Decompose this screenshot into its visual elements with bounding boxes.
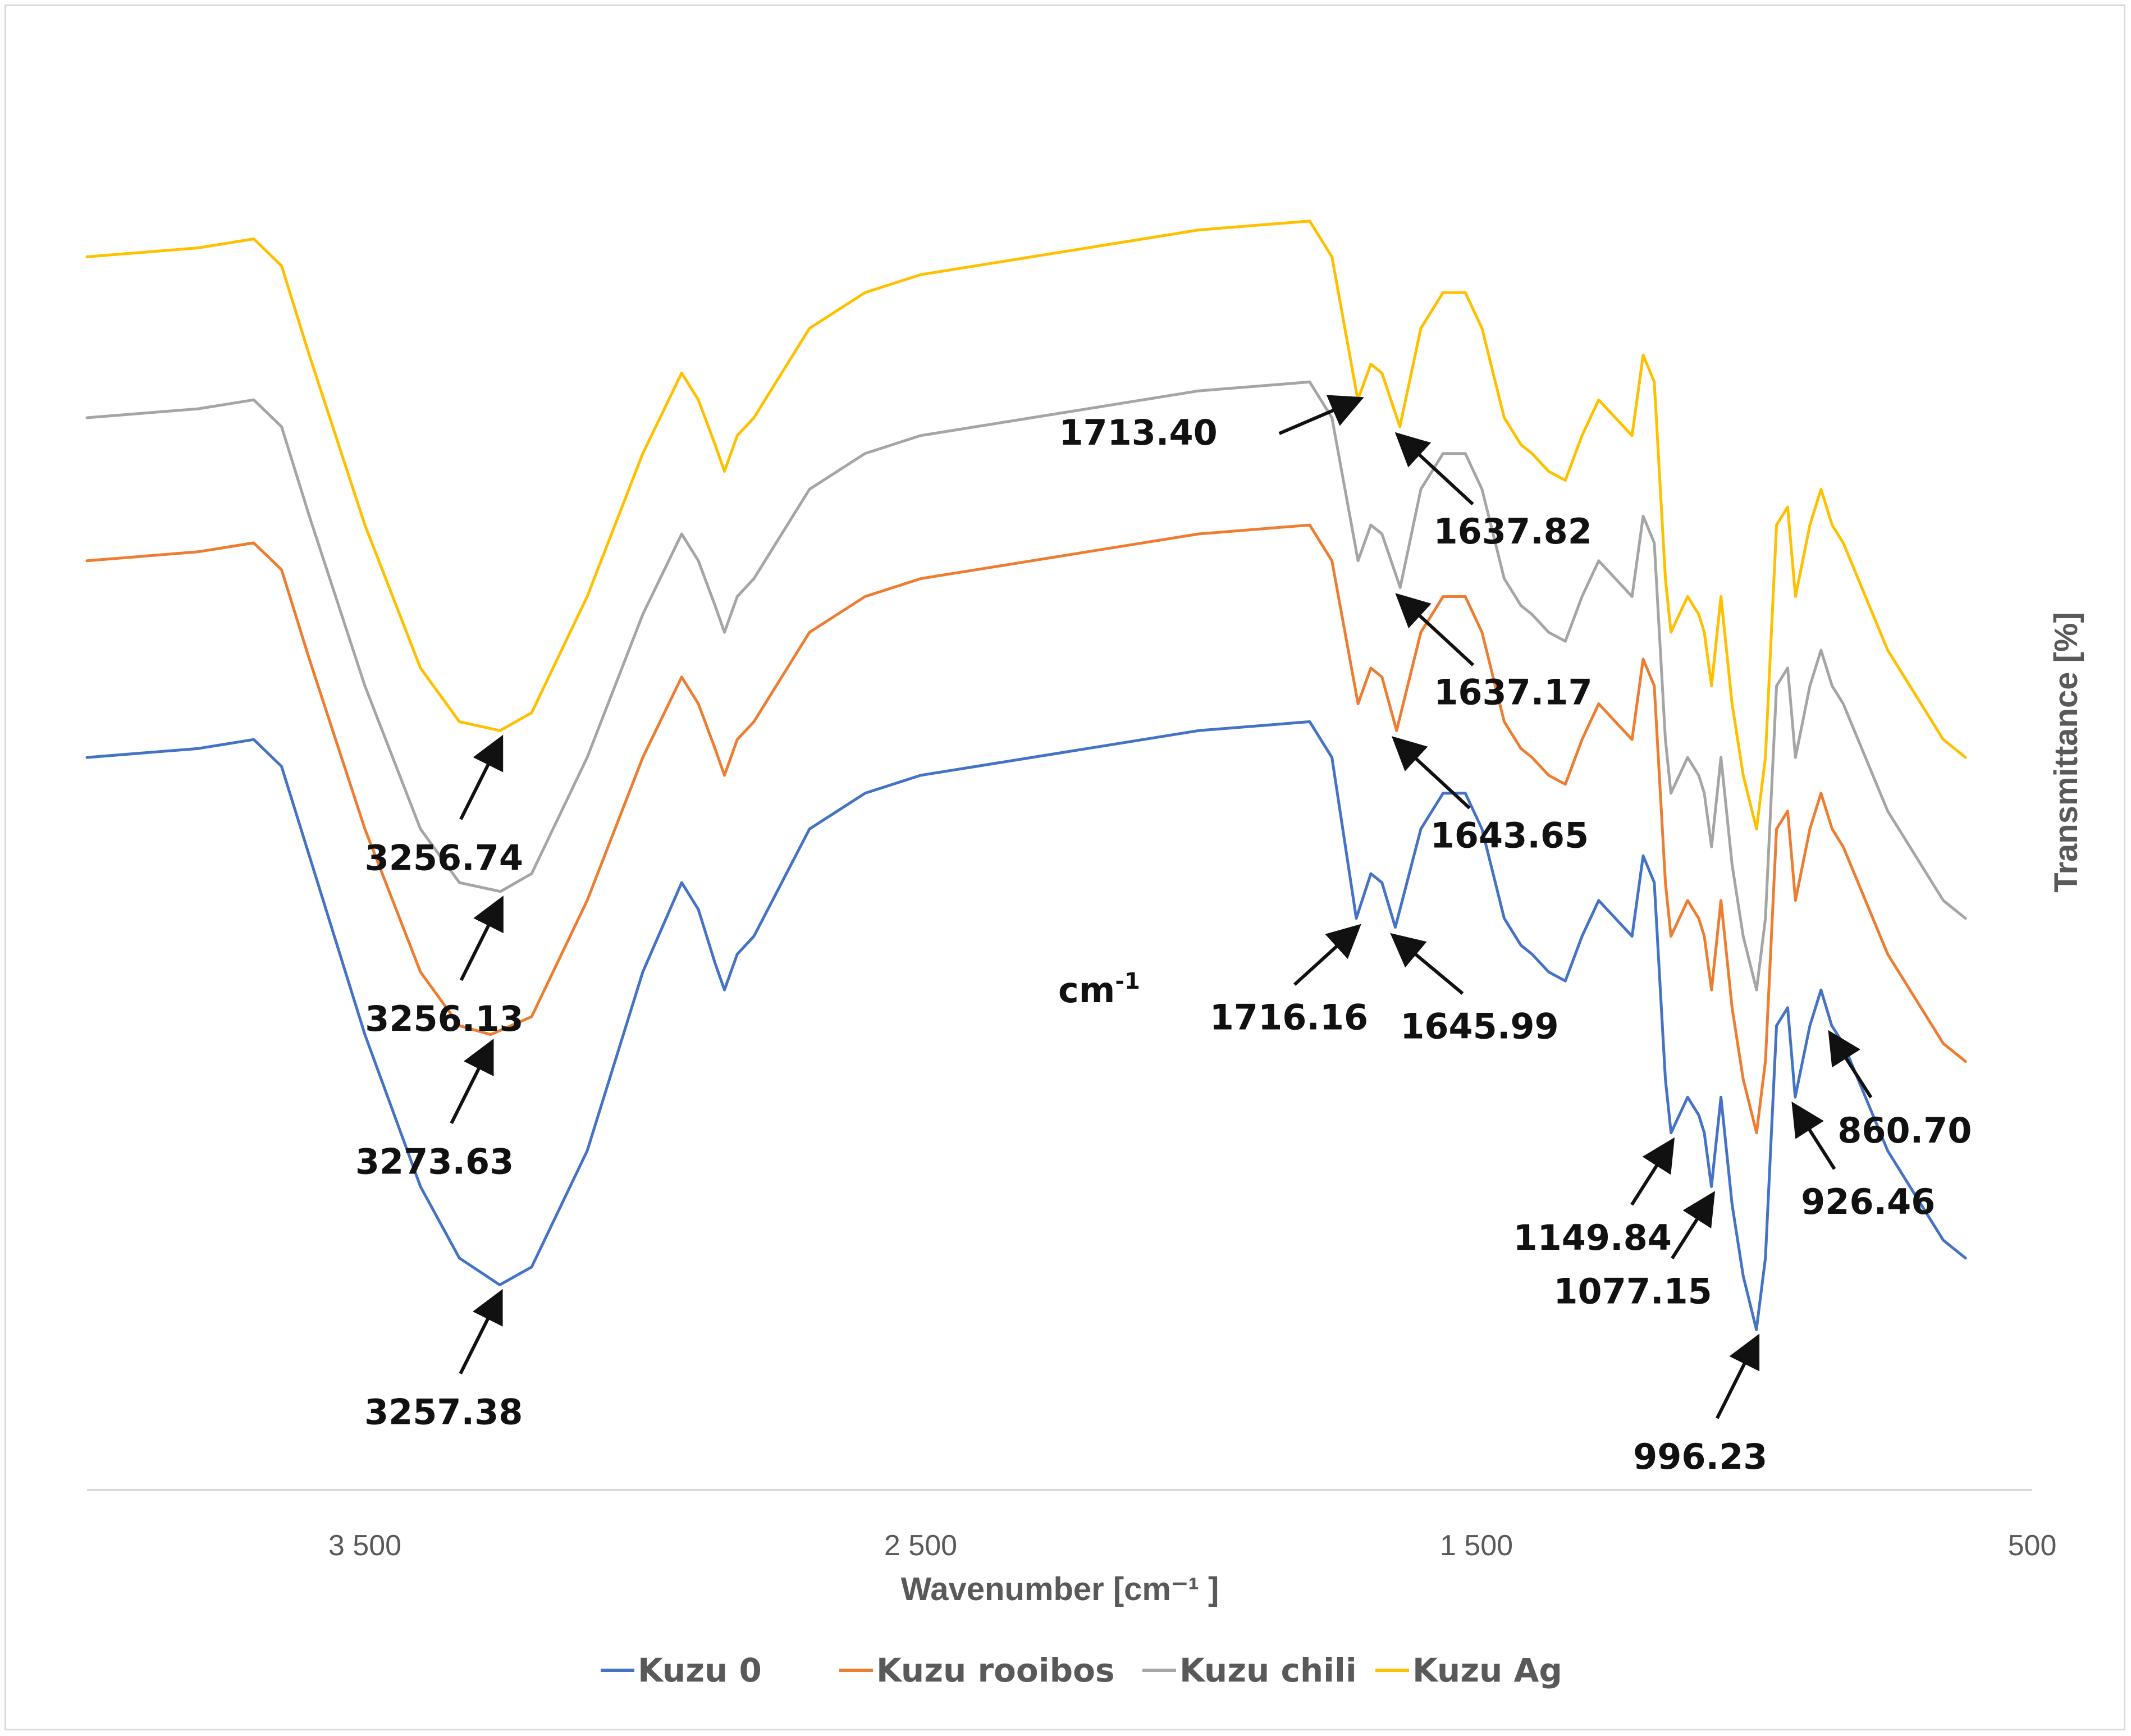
annotation-label-14: 860.70 <box>1837 1110 1972 1151</box>
annotation-label-12: 996.23 <box>1633 1436 1767 1477</box>
legend-label-1: Kuzu rooibos <box>876 1651 1115 1689</box>
series-line-1 <box>85 523 1967 1135</box>
x-tick-label-2: 1 500 <box>1440 1529 1513 1562</box>
x-tick-label-3: 500 <box>2008 1529 2057 1562</box>
annotation-label-0: 1713.40 <box>1059 412 1217 453</box>
annotation-label-10: 1149.84 <box>1513 1217 1671 1258</box>
chart-frame <box>4 4 2125 1730</box>
series-line-0 <box>85 720 1967 1331</box>
annotation-arrow-4 <box>459 896 504 981</box>
annotation-arrow-3 <box>1395 593 1475 666</box>
annotation-label-8: 1716.16 <box>1210 997 1368 1038</box>
legend-label-2: Kuzu chili <box>1179 1651 1357 1689</box>
annotation-arrow-12 <box>1716 1333 1760 1419</box>
legend: Kuzu 0 Kuzu rooibos Kuzu chili Kuzu Ag <box>601 1651 1562 1689</box>
x-tick-label-1: 2 500 <box>884 1529 957 1562</box>
annotation-label-3: 1637.17 <box>1434 672 1592 713</box>
y-axis-title: Transmittance [%] <box>2048 612 2084 893</box>
legend-label-3: Kuzu Ag <box>1412 1651 1562 1689</box>
x-tick-labels: 3 500 2 500 1 500 500 <box>328 1529 2056 1562</box>
x-axis-title: Wavenumber [cm⁻¹ ] <box>901 1571 1219 1607</box>
peak-annotations: 1713.40 1637.82 3256.74 1637.17 3256.13 1643.… <box>355 395 1972 1477</box>
annotation-arrow-5 <box>1391 736 1471 810</box>
annotation-label-11: 1077.15 <box>1553 1271 1712 1312</box>
annotation-arrow-1 <box>1394 432 1474 506</box>
annotation-label-4: 3256.13 <box>365 998 523 1039</box>
annotation-label-1: 1637.82 <box>1434 511 1592 552</box>
annotation-arrow-6 <box>450 1038 494 1125</box>
series-lines <box>85 220 1967 1331</box>
annotation-arrow-9 <box>1390 933 1464 995</box>
annotation-label-2: 3256.74 <box>365 837 523 878</box>
series-line-3 <box>85 220 1967 830</box>
annotation-arrow-7 <box>459 1289 503 1374</box>
annotation-arrow-0 <box>1278 395 1364 435</box>
annotation-label-6: 3273.63 <box>355 1141 514 1182</box>
series-line-2 <box>85 380 1967 992</box>
annotation-arrow-2 <box>459 734 504 820</box>
annotation-arrow-8 <box>1293 924 1361 986</box>
annotation-label-5: 1643.65 <box>1430 815 1589 856</box>
annotation-label-9: 1645.99 <box>1400 1006 1558 1047</box>
annotation-arrow-10 <box>1630 1137 1675 1206</box>
legend-label-0: Kuzu 0 <box>638 1651 762 1689</box>
annotation-arrow-11 <box>1671 1191 1716 1259</box>
annotation-label-7: 3257.38 <box>364 1392 523 1433</box>
x-tick-label-0: 3 500 <box>328 1529 401 1562</box>
annotation-label-13: 926.46 <box>1801 1181 1935 1222</box>
annotation-arrow-13 <box>1791 1102 1836 1170</box>
unit-note: cm-1 <box>1058 968 1140 1011</box>
annotation-arrow-14 <box>1828 1030 1873 1099</box>
